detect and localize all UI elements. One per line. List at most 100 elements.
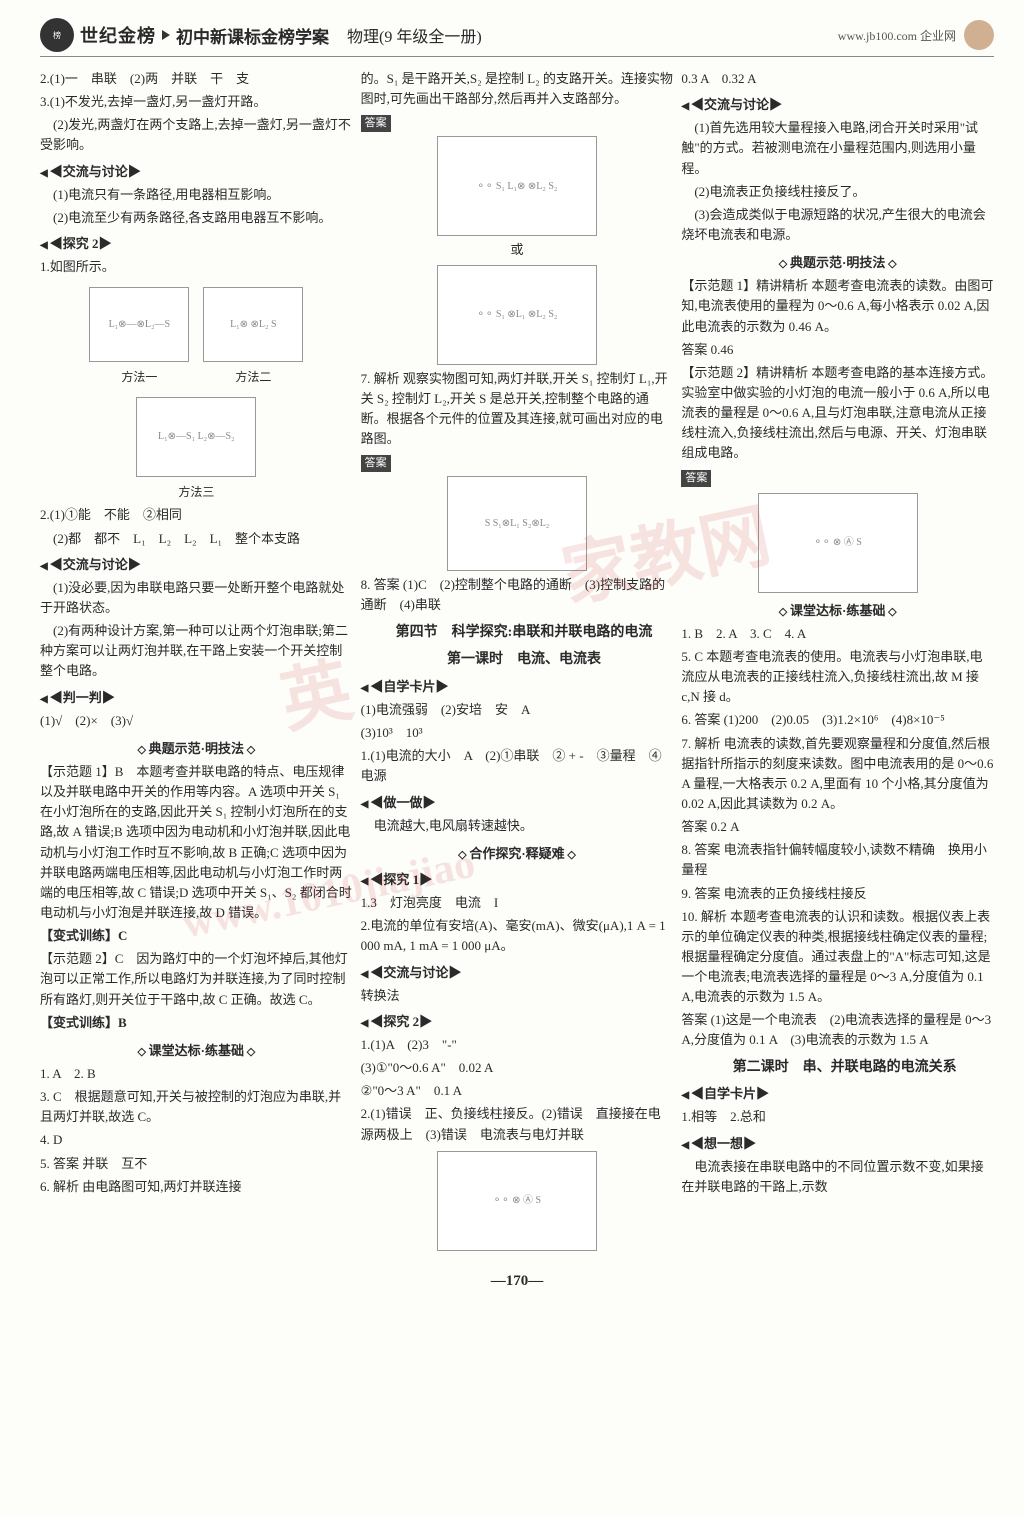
text: 3.(1)不发光,去掉一盏灯,另一盏灯开路。 [40,92,353,112]
text: 【示范题 2】C 因为路灯中的一个灯泡坏掉后,其他灯泡可以正常工作,所以电路灯为… [40,949,353,1009]
text: 答案 0.46 [681,340,994,360]
text: 【示范题 1】B 本题考查并联电路的特点、电压规律以及并联电路中开关的作用等内容… [40,762,353,923]
text: (1)电流只有一条路径,用电器相互影响。 [40,185,353,205]
text: 8. 答案 (1)C (2)控制整个电路的通断 (3)控制支路的通断 (4)串联 [361,575,674,615]
text: 3. C 根据题意可知,开关与被控制的灯泡应为串联,并且两灯并联,故选 C。 [40,1087,353,1127]
text: 1.如图所示。 [40,257,353,277]
page-header: 榜 世纪金榜 初中新课标金榜学案 物理(9 年级全一册) www.jb100.c… [40,18,994,57]
text: 1.(1)电流的大小 A (2)①串联 ② + - ③量程 ④电源 [361,746,674,786]
text: 6. 解析 由电路图可知,两灯并联连接 [40,1177,353,1197]
text: (1)没必要,因为串联电路只要一处断开整个电路就处于开路状态。 [40,578,353,618]
answer-label: 答案 [361,112,674,132]
text: 1.(1)A (2)3 "-" [361,1035,674,1055]
text: 6. 答案 (1)200 (2)0.05 (3)1.2×10⁶ (4)8×10⁻… [681,710,994,730]
lesson-title: 第一课时 电流、电流表 [361,649,674,671]
answer-label: 答案 [361,452,674,472]
diagram-row: L₁⊗—⊗L₂—S 方法一 L₁⊗ ⊗L₂ S 方法二 [40,281,353,387]
label: 方法三 [136,483,256,502]
section: ◀交流与讨论▶ [40,555,353,575]
brand: 世纪金榜 [80,22,156,48]
section-bar: 典题示范·明技法 [681,253,994,273]
circuit-diagram: S S₁⊗L₁ S₂⊗L₂ [447,476,587,571]
text: 9. 答案 电流表的正负接线柱接反 [681,884,994,904]
content-columns: 2.(1)一 串联 (2)两 并联 干 支 3.(1)不发光,去掉一盏灯,另一盏… [40,69,994,1257]
section: ◀探究 2▶ [40,234,353,254]
subtitle: 初中新课标金榜学案 [176,23,329,48]
text: 5. C 本题考查电流表的使用。电流表与小灯泡串联,电流应从电流表的正接线柱流入… [681,647,994,707]
column-1: 2.(1)一 串联 (2)两 并联 干 支 3.(1)不发光,去掉一盏灯,另一盏… [40,69,353,1257]
text: 7. 解析 电流表的读数,首先要观察量程和分度值,然后根据指针所指示的刻度来读数… [681,734,994,815]
text: 2.电流的单位有安培(A)、毫安(mA)、微安(μA),1 A = 1 000 … [361,916,674,956]
text: 7. 解析 观察实物图可知,两灯并联,开关 S₁ 控制灯 L₁,开关 S₂ 控制… [361,369,674,450]
section: ◀自学卡片▶ [361,677,674,697]
circuit-diagram: L₁⊗—⊗L₂—S [89,287,189,362]
text: (2)电流表正负接线柱接反了。 [681,182,994,202]
volume: 物理(9 年级全一册) [347,23,482,47]
circuit-diagram: L₁⊗—S₁ L₂⊗—S₂ [136,397,256,477]
label: 方法二 [203,368,303,387]
section-bar: 典题示范·明技法 [40,739,353,759]
text: (2)电流至少有两条路径,各支路用电器互不影响。 [40,208,353,228]
column-3: 0.3 A 0.32 A ◀交流与讨论▶ (1)首先选用较大量程接入电路,闭合开… [681,69,994,1257]
label: 方法一 [89,368,189,387]
text: 10. 解析 本题考查电流表的认识和读数。根据仪表上表示的单位确定仪表的种类,根… [681,907,994,1008]
text: 1.相等 2.总和 [681,1107,994,1127]
triangle-icon [162,30,170,40]
text: 的。S₁ 是干路开关,S₂ 是控制 L₂ 的支路开关。连接实物图时,可先画出干路… [361,69,674,109]
text: 1. A 2. B [40,1064,353,1084]
text: (2)有两种设计方案,第一种可以让两个灯泡串联;第二种方案可以让两灯泡并联,在干… [40,621,353,681]
text: 或 [361,240,674,260]
lesson-title: 第二课时 串、并联电路的电流关系 [681,1057,994,1079]
text: 8. 答案 电流表指针偏转幅度较小,读数不精确 换用小量程 [681,840,994,880]
text: 5. 答案 并联 互不 [40,1154,353,1174]
text: 转换法 [361,986,674,1006]
section: ◀交流与讨论▶ [40,162,353,182]
text: 【变式训练】C [40,926,353,946]
page-number: —170— [40,1273,994,1290]
circuit-diagram: ⚬⚬ ⊗ Ⓐ S [758,493,918,593]
section: ◀判一判▶ [40,688,353,708]
circuit-diagram: ⚬⚬ S₁ ⊗L₁ ⊗L₂ S₂ [437,265,597,365]
section-bar: 合作探究·释疑难 [361,844,674,864]
mascot-icon [964,20,994,50]
section: ◀想一想▶ [681,1134,994,1154]
text: 1. B 2. A 3. C 4. A [681,624,994,644]
section: ◀交流与讨论▶ [681,95,994,115]
text: (3)①"0～0.6 A" 0.02 A [361,1058,674,1078]
diagram-row: L₁⊗—S₁ L₂⊗—S₂ 方法三 [40,391,353,502]
section-bar: 课堂达标·练基础 [40,1041,353,1061]
section: ◀交流与讨论▶ [361,963,674,983]
text: (2)都 都不 L₁ L₂ L₂ L₁ 整个本支路 [40,529,353,549]
text: (1)√ (2)× (3)√ [40,711,353,731]
section: ◀自学卡片▶ [681,1084,994,1104]
text: 电流越大,电风扇转速越快。 [361,816,674,836]
column-2: 的。S₁ 是干路开关,S₂ 是控制 L₂ 的支路开关。连接实物图时,可先画出干路… [361,69,674,1257]
circuit-diagram: ⚬⚬ ⊗ Ⓐ S [437,1151,597,1251]
text: 2.(1)①能 不能 ②相同 [40,505,353,525]
text: (3)会造成类似于电源短路的状况,产生很大的电流会烧坏电流表和电源。 [681,205,994,245]
text: (1)电流强弱 (2)安培 安 A [361,700,674,720]
text: 4. D [40,1130,353,1150]
text: 电流表接在串联电路中的不同位置示数不变,如果接在并联电路的干路上,示数 [681,1157,994,1197]
logo-icon: 榜 [40,18,74,52]
section: ◀探究 1▶ [361,870,674,890]
answer-label: 答案 [681,467,994,487]
text: 答案 0.2 A [681,817,994,837]
circuit-diagram: ⚬⚬ S₁ L₁⊗ ⊗L₂ S₂ [437,136,597,236]
section: ◀探究 2▶ [361,1012,674,1032]
text: 【示范题 1】精讲精析 本题考查电流表的读数。由图可知,电流表使用的量程为 0～… [681,276,994,336]
text: 【变式训练】B [40,1013,353,1033]
url: www.jb100.com 企业网 [838,27,956,44]
text: 0.3 A 0.32 A [681,69,994,89]
text: ②"0～3 A" 0.1 A [361,1081,674,1101]
text: 答案 (1)这是一个电流表 (2)电流表选择的量程是 0～3 A,分度值为 0.… [681,1010,994,1050]
text: (3)10³ 10³ [361,723,674,743]
circuit-diagram: L₁⊗ ⊗L₂ S [203,287,303,362]
section-bar: 课堂达标·练基础 [681,601,994,621]
chapter-title: 第四节 科学探究:串联和并联电路的电流 [361,622,674,644]
text: 【示范题 2】精讲精析 本题考查电路的基本连接方式。实验室中做实验的小灯泡的电流… [681,363,994,464]
section: ◀做一做▶ [361,793,674,813]
text: 2.(1)一 串联 (2)两 并联 干 支 [40,69,353,89]
text: (2)发光,两盏灯在两个支路上,去掉一盏灯,另一盏灯不受影响。 [40,115,353,155]
text: 1.3 灯泡亮度 电流 I [361,893,674,913]
